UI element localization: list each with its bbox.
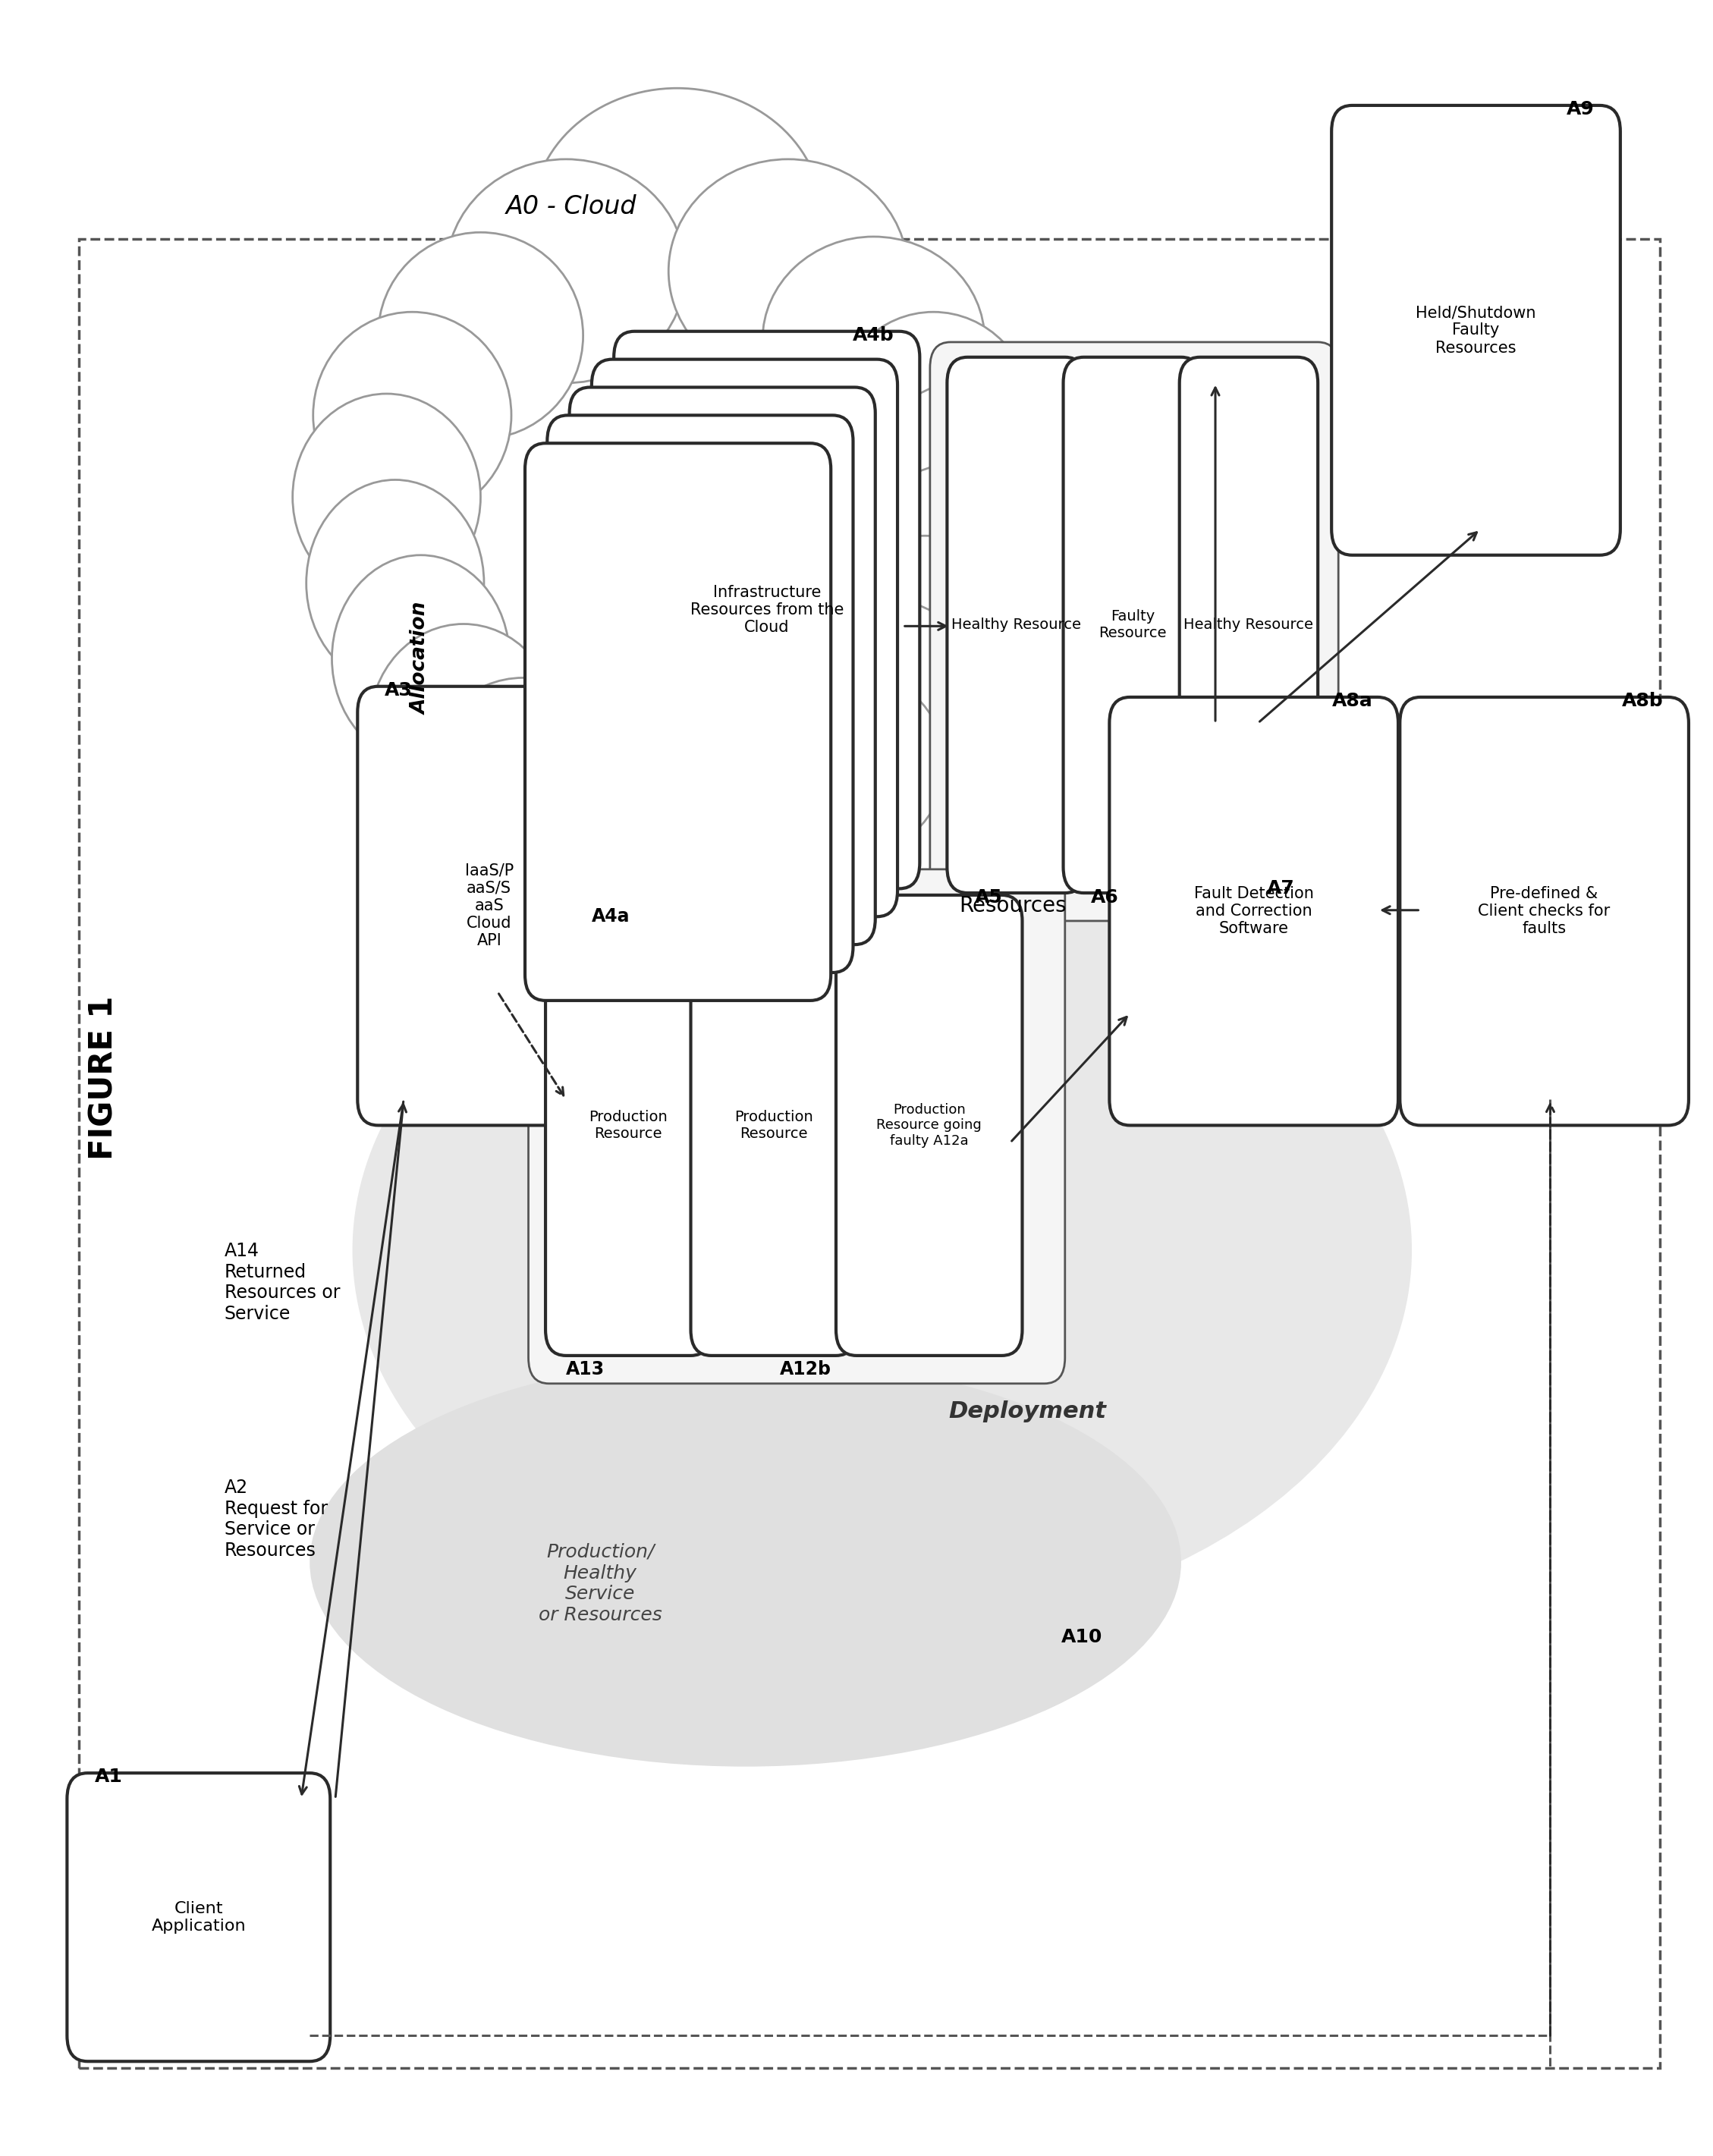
FancyBboxPatch shape — [1110, 696, 1398, 1125]
FancyBboxPatch shape — [524, 444, 831, 1000]
Ellipse shape — [668, 160, 908, 384]
FancyBboxPatch shape — [1331, 106, 1620, 554]
Text: A6: A6 — [1091, 888, 1119, 908]
Ellipse shape — [802, 599, 980, 793]
Text: A14
Returned
Resources or
Service: A14 Returned Resources or Service — [224, 1242, 339, 1324]
Ellipse shape — [353, 873, 1412, 1628]
Ellipse shape — [870, 384, 1048, 589]
Text: Healthy Resource: Healthy Resource — [1184, 619, 1314, 632]
Text: A4b: A4b — [853, 326, 894, 345]
FancyBboxPatch shape — [1400, 696, 1689, 1125]
Text: A2
Request for
Service or
Resources: A2 Request for Service or Resources — [224, 1479, 327, 1559]
FancyBboxPatch shape — [569, 388, 875, 944]
Text: Client
Application: Client Application — [151, 1902, 247, 1934]
FancyBboxPatch shape — [67, 1772, 331, 2061]
Ellipse shape — [293, 395, 481, 599]
Text: A8b: A8b — [1622, 692, 1663, 709]
Text: A8a: A8a — [1331, 692, 1372, 709]
Ellipse shape — [425, 677, 622, 884]
Text: A5: A5 — [975, 888, 1002, 908]
Text: IaaS/P
aaS/S
aaS
Cloud
API: IaaS/P aaS/S aaS Cloud API — [464, 862, 514, 949]
Text: Faulty
Resource: Faulty Resource — [1098, 610, 1167, 640]
Text: Allocation: Allocation — [411, 602, 430, 714]
Text: Deployment: Deployment — [949, 1401, 1107, 1423]
Ellipse shape — [839, 535, 1011, 729]
FancyBboxPatch shape — [947, 358, 1086, 893]
Ellipse shape — [762, 237, 985, 444]
FancyBboxPatch shape — [545, 895, 711, 1356]
Ellipse shape — [379, 233, 582, 440]
FancyBboxPatch shape — [930, 343, 1338, 921]
Ellipse shape — [332, 554, 509, 761]
Text: Infrastructure
Resources from the
Cloud: Infrastructure Resources from the Cloud — [690, 584, 843, 636]
Ellipse shape — [507, 711, 848, 893]
FancyBboxPatch shape — [358, 686, 620, 1125]
Text: Fault Detection
and Correction
Software: Fault Detection and Correction Software — [1194, 886, 1314, 936]
Text: Held/Shutdown
Faulty
Resources: Held/Shutdown Faulty Resources — [1417, 304, 1537, 356]
Text: A4a: A4a — [591, 908, 630, 925]
Text: Production
Resource: Production Resource — [735, 1110, 814, 1141]
FancyBboxPatch shape — [690, 895, 856, 1356]
FancyBboxPatch shape — [546, 416, 853, 972]
Text: Pre-defined &
Client checks for
faults: Pre-defined & Client checks for faults — [1478, 886, 1610, 936]
FancyBboxPatch shape — [528, 869, 1065, 1384]
Text: A3: A3 — [385, 681, 413, 699]
Text: A1: A1 — [94, 1768, 122, 1785]
Text: A9: A9 — [1567, 99, 1595, 119]
Text: A7: A7 — [1266, 880, 1295, 897]
Text: Healthy Resource: Healthy Resource — [951, 619, 1081, 632]
Text: Production/
Healthy
Service
or Resources: Production/ Healthy Service or Resources — [538, 1544, 661, 1623]
FancyBboxPatch shape — [836, 895, 1023, 1356]
FancyBboxPatch shape — [1180, 358, 1317, 893]
Ellipse shape — [531, 88, 822, 347]
Text: A10: A10 — [1062, 1628, 1103, 1647]
FancyBboxPatch shape — [591, 360, 898, 916]
Ellipse shape — [865, 466, 1036, 658]
FancyBboxPatch shape — [1064, 358, 1203, 893]
Ellipse shape — [370, 623, 557, 830]
Text: Production
Resource: Production Resource — [589, 1110, 668, 1141]
Text: Resources: Resources — [959, 895, 1067, 916]
Ellipse shape — [834, 313, 1033, 520]
Ellipse shape — [307, 481, 485, 686]
Text: A13: A13 — [565, 1360, 605, 1378]
Ellipse shape — [733, 666, 946, 860]
Text: Production
Resource going
faulty A12a: Production Resource going faulty A12a — [877, 1102, 982, 1147]
Bar — [79, 239, 1660, 2068]
Text: A12b: A12b — [779, 1360, 831, 1378]
Ellipse shape — [313, 313, 510, 520]
Ellipse shape — [310, 1358, 1182, 1766]
Ellipse shape — [447, 160, 685, 384]
FancyBboxPatch shape — [613, 332, 920, 888]
Text: FIGURE 1: FIGURE 1 — [87, 996, 120, 1160]
Text: A0 - Cloud: A0 - Cloud — [507, 194, 637, 220]
